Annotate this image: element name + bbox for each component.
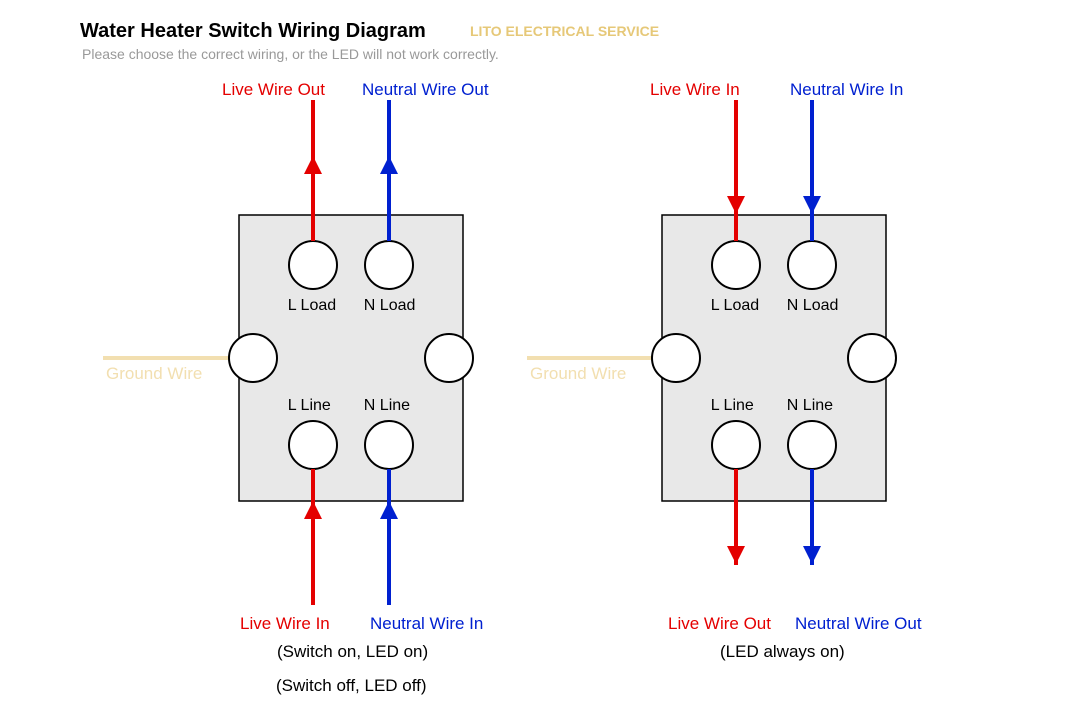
wire-label-left-3: Neutral Wire In [370, 614, 483, 634]
terminal-label-right-L_Line: L Line [711, 397, 754, 415]
terminal-label-right-N_Line: N Line [787, 397, 833, 415]
wire-label-left-2: Live Wire In [240, 614, 330, 634]
wire-label-right-3: Neutral Wire Out [795, 614, 922, 634]
caption-left-1: (Switch off, LED off) [276, 676, 427, 696]
wire-label-right-0: Live Wire In [650, 80, 740, 100]
wire-label-right-1: Neutral Wire In [790, 80, 903, 100]
wire-label-right-2: Live Wire Out [668, 614, 771, 634]
terminal-label-left-N_Line: N Line [364, 397, 410, 415]
terminal-label-left-L_Line: L Line [288, 397, 331, 415]
wire-label-left-0: Live Wire Out [222, 80, 325, 100]
ground-wire-label-left: Ground Wire [106, 364, 202, 384]
caption-right-0: (LED always on) [720, 642, 845, 662]
ground-wire-label-right: Ground Wire [530, 364, 626, 384]
terminal-label-left-L_Load: L Load [288, 297, 336, 315]
terminal-label-right-N_Load: N Load [787, 297, 839, 315]
wiring-diagram [0, 0, 1080, 720]
terminal-label-left-N_Load: N Load [364, 297, 416, 315]
wire-label-left-1: Neutral Wire Out [362, 80, 489, 100]
caption-left-0: (Switch on, LED on) [277, 642, 428, 662]
terminal-label-right-L_Load: L Load [711, 297, 759, 315]
